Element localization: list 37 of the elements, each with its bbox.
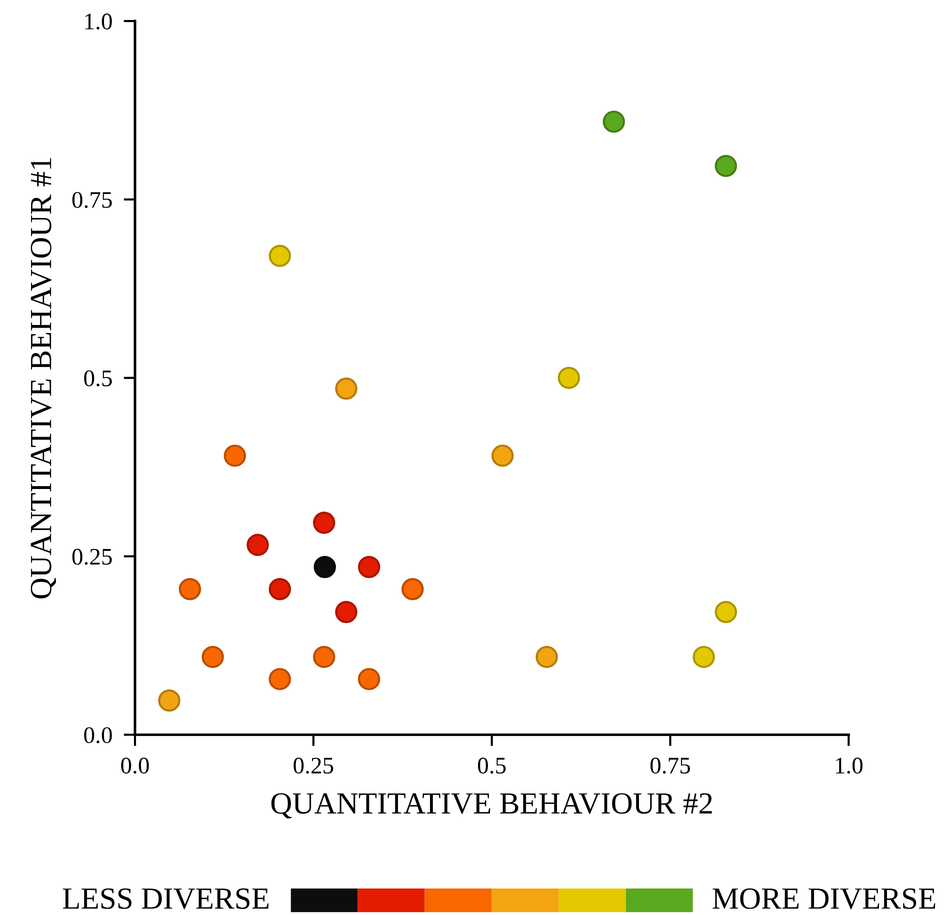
point [158,689,180,712]
point [491,444,514,467]
point [268,668,291,690]
y-tick-label: 0.75 [72,192,112,208]
point [558,366,580,390]
x-tick-label: 0.75 [650,758,690,774]
point [224,444,246,467]
point [335,377,358,400]
point [402,578,424,600]
point [358,556,380,578]
point [714,600,738,624]
x-tick-label: 0.0 [121,758,149,774]
point [692,646,715,668]
y-tick-label: 0.5 [84,370,112,386]
x-axis-title: QUANTITATIVE BEHAVIOUR #2 [271,793,712,818]
point [268,578,291,600]
y-tick-label: 1.0 [85,14,112,30]
point [268,244,291,267]
text: MORE DIVERSE [712,888,936,910]
point [246,534,269,556]
x-tick-label: 0.25 [294,758,334,774]
text: LESS DIVERSE [62,888,268,910]
y-tick-label: 0.0 [84,727,112,744]
point [602,110,625,133]
x-tick-label: 0.5 [478,758,506,774]
point [335,600,358,624]
point [178,578,202,600]
point [313,512,336,534]
point [314,556,336,578]
y-tick-label: 0.25 [72,548,112,565]
point [358,668,380,690]
point [313,646,336,668]
point [536,646,558,668]
x-tick-label: 1.0 [836,758,863,774]
y-axis-title: QUANTITATIVE BEHAVIOUR #1 [30,158,56,598]
point [714,154,738,178]
point [202,646,224,668]
